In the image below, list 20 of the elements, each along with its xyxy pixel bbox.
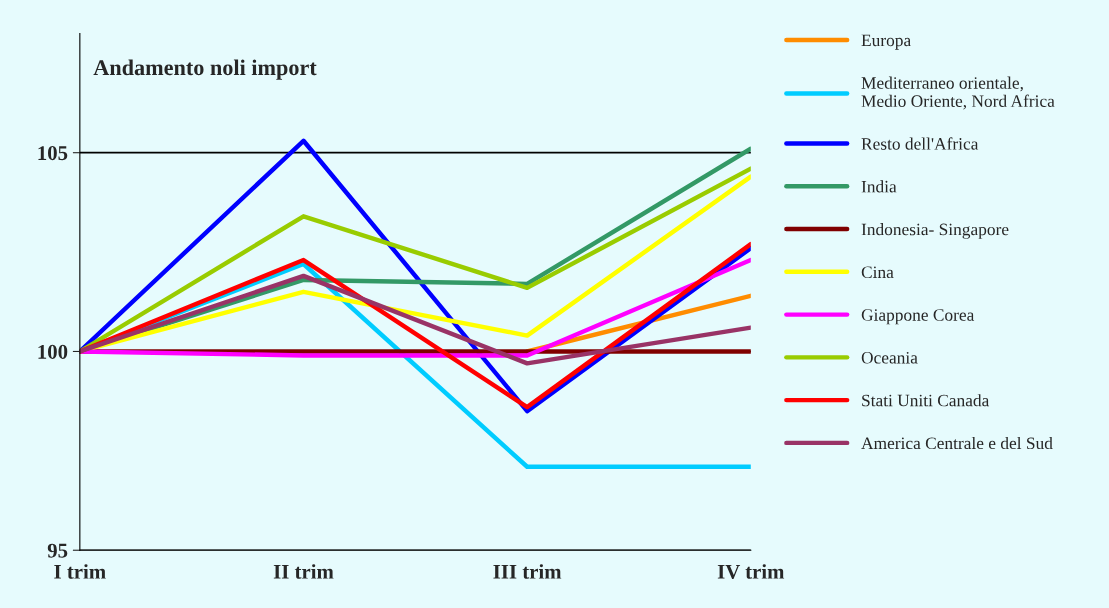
y-tick-label: 100	[38, 344, 68, 359]
legend-label: America Centrale e del Sud	[861, 436, 1053, 450]
x-tick-label: II trim	[273, 564, 334, 579]
legend-label: Stati Uniti Canada	[862, 394, 990, 407]
line-series	[79, 241, 751, 410]
legend-label: Indonesia- Singapore	[861, 223, 1009, 239]
x-tick-label: I trim	[54, 564, 106, 579]
legend-label: Europa	[861, 34, 911, 50]
y-tick-label: 105	[38, 146, 68, 161]
legend-label: Resto dell'Africa	[861, 137, 979, 150]
legend-label: Mediterraneo orientale, Medio Oriente, Nord Africa	[861, 76, 1055, 110]
x-tick-label: IV trim	[717, 564, 785, 579]
line-series	[79, 273, 751, 366]
legend-label: Cina	[861, 266, 894, 279]
legend-label: Giappone Corea	[861, 309, 975, 325]
x-tick-label: III trim	[493, 564, 562, 579]
text: Andamento noli import	[93, 59, 317, 80]
y-tick-label: 95	[47, 543, 68, 558]
legend-label: Oceania	[861, 351, 918, 364]
legend-label: India	[861, 180, 897, 193]
